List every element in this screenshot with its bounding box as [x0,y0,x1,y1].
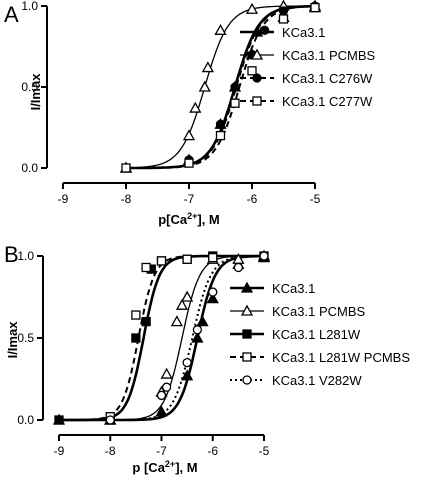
data-point [141,316,151,327]
legend-label: KCa3.1 L281W PCMBS [272,350,410,365]
data-point [259,251,269,261]
panel-b-letter: B [4,242,19,267]
data-point [189,101,202,113]
x-tick-label: -9 [58,192,69,206]
legend-label: KCa3.1 PCMBS [282,48,376,63]
data-point [156,390,167,401]
data-point [215,130,226,141]
panel-a-ylabel: I/Imax [28,73,43,111]
data-point [201,61,215,73]
panel-a-points [119,0,322,173]
data-point [196,315,209,327]
panel-b-points [52,249,271,425]
legend-marker [250,25,264,37]
data-point [214,23,227,35]
data-point [181,290,194,302]
legend-marker [242,329,252,339]
data-point [156,256,167,266]
legend-marker [250,48,264,60]
y-tick-label: 0.0 [21,161,38,175]
legend-label: KCa3.1 C277W [282,94,373,109]
y-tick-label: 0.0 [17,413,34,427]
x-tick-label: -8 [105,444,116,458]
panel-a-letter: A [4,2,19,27]
panel-b-xlabel: p [Ca2+], M [132,459,197,475]
legend-marker [252,73,262,83]
panel-a-legend: KCa3.1 KCa3.1 PCMBS KCa3.1 C276W KCa3.1 C27… [240,25,376,109]
data-point [170,315,183,327]
data-point [131,333,141,343]
data-point [206,292,219,304]
y-tick-label: 0.5 [21,80,38,94]
x-tick-label: -5 [310,192,321,206]
data-point [192,325,203,335]
data-point [230,98,240,108]
data-point [181,369,194,381]
data-point [182,254,192,264]
data-point [230,82,240,92]
data-point [208,252,218,263]
legend-label: KCa3.1 PCMBS [272,304,366,319]
data-point [215,119,226,129]
data-point [233,262,244,273]
data-point [175,298,189,310]
legend-label: KCa3.1 [282,25,325,40]
data-point [247,66,257,76]
legend-marker [242,375,252,385]
data-point [161,382,172,392]
x-tick-label: -7 [184,192,195,206]
data-point [278,14,289,24]
data-point [121,163,131,173]
panel-a-axes: -9 -8 -7 -6 -5 0.0 0.5 1.0 [21,0,320,206]
panel-b-axes: -9 -8 -7 -6 -5 0.0 0.5 1.0 [17,249,269,458]
x-tick-label: -9 [54,444,65,458]
x-tick-label: -7 [156,444,167,458]
legend-marker [252,96,262,106]
legend-label: KCa3.1 C276W [282,71,373,86]
data-point [198,80,211,92]
data-point [182,357,192,368]
data-point [160,367,173,379]
data-point [208,287,218,297]
legend-marker [240,281,254,293]
legend-marker [240,304,254,316]
x-tick-label: -5 [259,444,270,458]
panel-b-ylabel: I/Imax [5,321,20,359]
y-tick-label: 0.5 [17,331,34,345]
x-tick-label: -6 [247,192,258,206]
panel-a: A I/Imax -9 -8 -7 -6 -50.00.51.0 KCa3.1KCa3.… [4,0,376,227]
data-point [191,331,204,343]
data-point [141,262,151,273]
data-point [105,415,115,425]
x-tick-label: -8 [121,192,132,206]
data-point [131,310,141,320]
legend-label: KCa3.1 [272,281,315,296]
panel-b: B I/Imax -9 -8 -7 -6 -50.00.51.0 KCa3.1KCa3.… [4,242,410,475]
data-point [310,2,320,13]
data-point [54,415,64,425]
x-tick-label: -6 [207,444,218,458]
legend-label: KCa3.1 L281W [272,327,361,342]
data-point [184,158,194,168]
y-tick-label: 1.0 [21,0,38,13]
legend-marker [242,352,252,362]
panel-b-legend: KCa3.1 KCa3.1 PCMBS KCa3.1 L281W KCa3.1 L28… [230,281,410,388]
data-point [182,129,196,141]
data-point [155,405,168,417]
data-point [278,6,289,16]
y-tick-label: 1.0 [17,249,34,263]
panel-a-xlabel: p[Ca2+], M [158,211,220,227]
data-point [245,2,259,14]
legend-label: KCa3.1 V282W [272,373,362,388]
